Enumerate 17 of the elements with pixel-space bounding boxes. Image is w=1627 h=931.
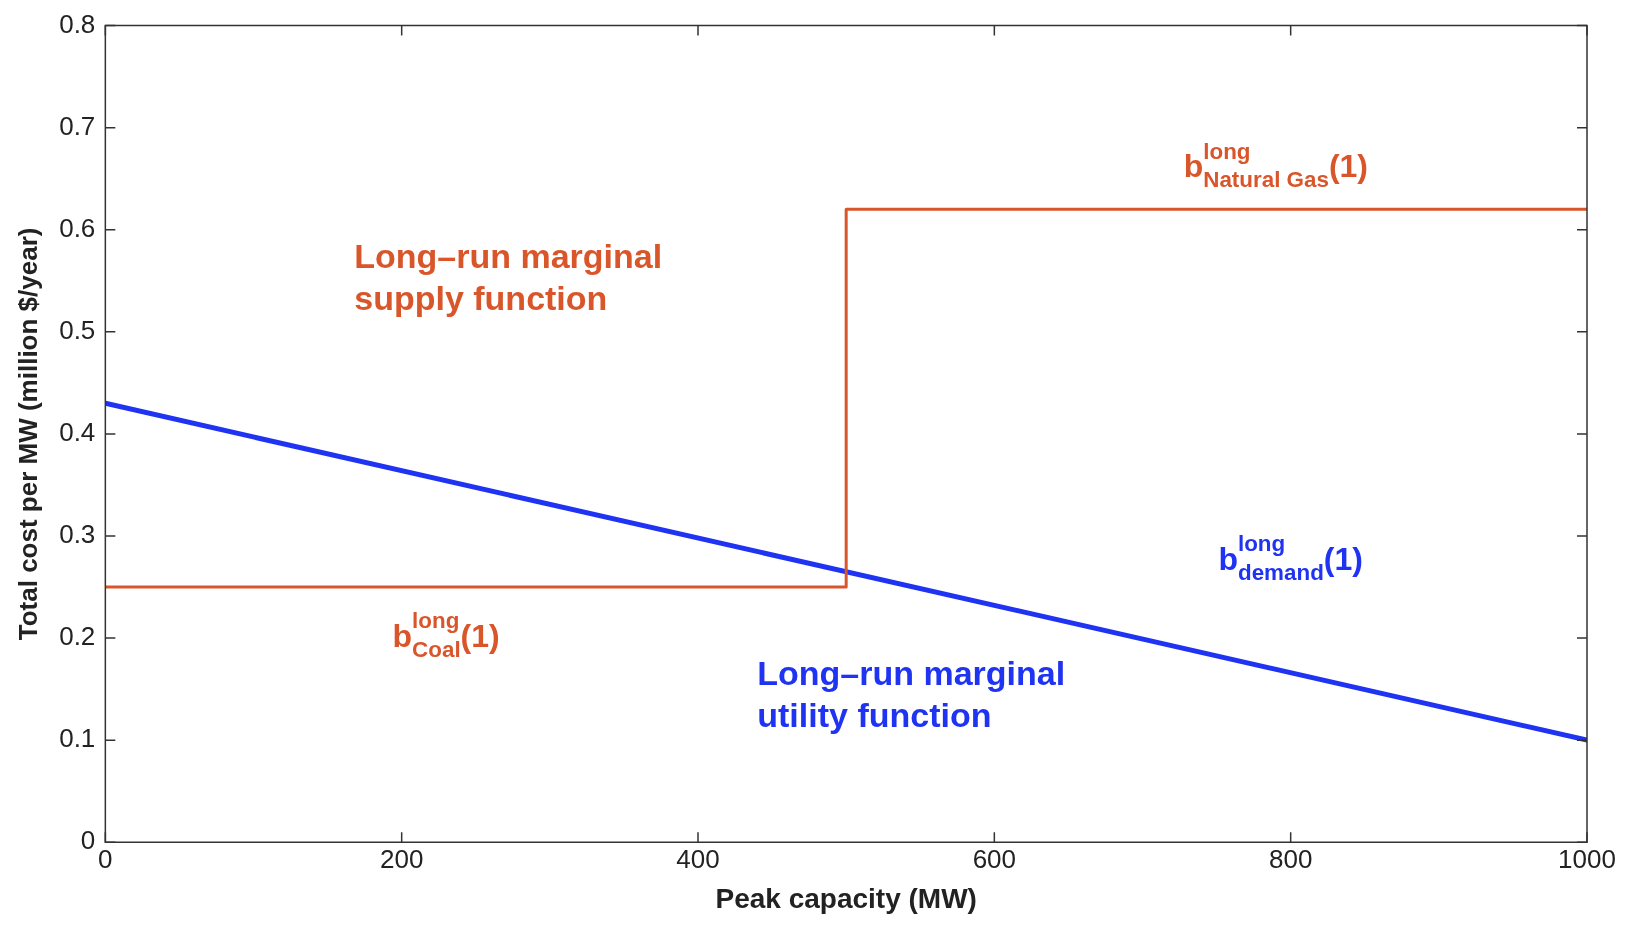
x-axis-title: Peak capacity (MW) (715, 882, 977, 914)
y-axis-title: Total cost per MW (million $/year) (12, 227, 43, 641)
y-tick-label: 0.4 (59, 417, 96, 448)
y-tick-label: 0.7 (59, 110, 96, 141)
x-tick-label: 600 (972, 843, 1017, 874)
y-tick-label: 0.2 (59, 621, 96, 652)
x-tick-label: 1000 (1558, 843, 1616, 874)
y-tick-label: 0.5 (59, 315, 96, 345)
series-label: Long–run marginal utility function (757, 653, 1066, 734)
text: Long–run marginal supply function (354, 237, 663, 318)
x-tick-label: 200 (379, 843, 424, 874)
y-tick-label: 0.1 (59, 723, 96, 754)
y-tick-label: 0.8 (59, 8, 96, 39)
x-tick-label: 400 (676, 843, 720, 874)
y-tick-label: 0.3 (59, 519, 96, 550)
x-tick-label: 800 (1268, 843, 1313, 874)
y-tick-label: 0.6 (59, 212, 96, 243)
